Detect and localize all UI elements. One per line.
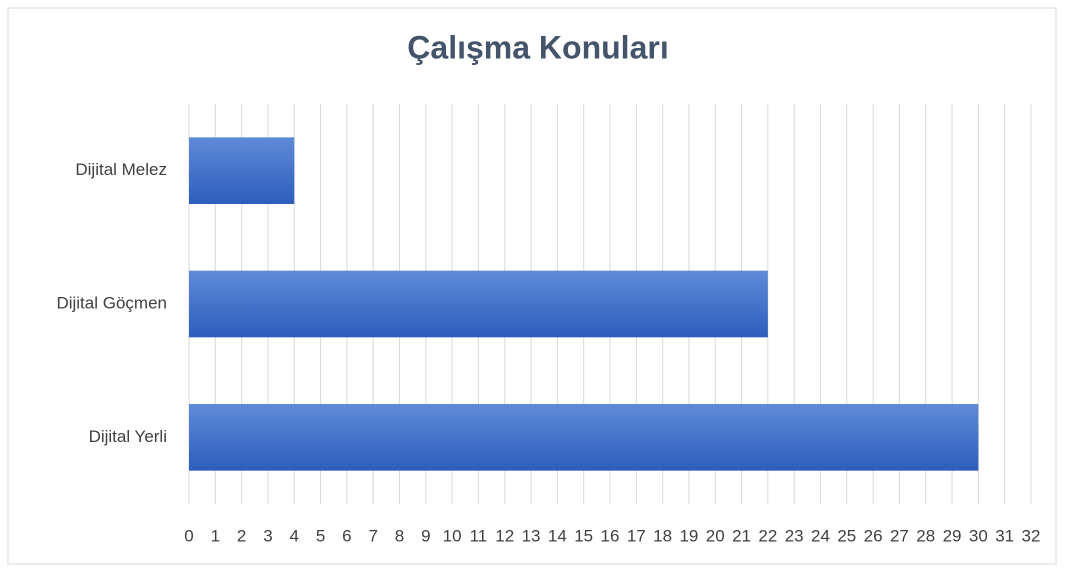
x-tick-label: 32 — [1022, 526, 1041, 545]
y-tick-label: Dijital Melez — [75, 160, 167, 179]
bar — [189, 137, 295, 204]
x-tick-label: 18 — [653, 526, 672, 545]
x-tick-label: 9 — [421, 526, 430, 545]
x-tick-label: 26 — [864, 526, 883, 545]
x-tick-label: 28 — [916, 526, 935, 545]
x-tick-label: 10 — [443, 526, 462, 545]
x-tick-label: 11 — [470, 526, 488, 545]
x-tick-label: 29 — [943, 526, 962, 545]
bar — [189, 404, 979, 471]
chart-title: Çalışma Konuları — [407, 29, 668, 65]
x-tick-label: 0 — [184, 526, 193, 545]
y-tick-label: Dijital Yerli — [89, 427, 167, 446]
x-tick-label: 7 — [368, 526, 377, 545]
x-tick-label: 24 — [811, 526, 830, 545]
x-tick-label: 22 — [758, 526, 777, 545]
x-tick-label: 14 — [548, 526, 567, 545]
x-tick-label: 19 — [679, 526, 698, 545]
x-tick-label: 31 — [995, 526, 1014, 545]
x-tick-label: 12 — [495, 526, 514, 545]
x-tick-label: 5 — [316, 526, 325, 545]
x-tick-label: 8 — [395, 526, 404, 545]
x-tick-label: 2 — [237, 526, 246, 545]
x-tick-label: 13 — [522, 526, 541, 545]
x-tick-label: 15 — [574, 526, 593, 545]
x-tick-label: 25 — [837, 526, 856, 545]
x-tick-label: 27 — [890, 526, 909, 545]
x-tick-label: 6 — [342, 526, 351, 545]
x-tick-label: 1 — [211, 526, 220, 545]
x-tick-label: 3 — [263, 526, 272, 545]
x-tick-label: 16 — [601, 526, 620, 545]
x-tick-label: 21 — [732, 526, 751, 545]
x-tick-label: 30 — [969, 526, 988, 545]
x-tick-label: 20 — [706, 526, 725, 545]
x-tick-label: 23 — [785, 526, 804, 545]
bar — [189, 270, 768, 338]
x-tick-label: 4 — [290, 526, 299, 545]
x-tick-label: 17 — [627, 526, 646, 545]
y-tick-label: Dijital Göçmen — [56, 293, 167, 312]
